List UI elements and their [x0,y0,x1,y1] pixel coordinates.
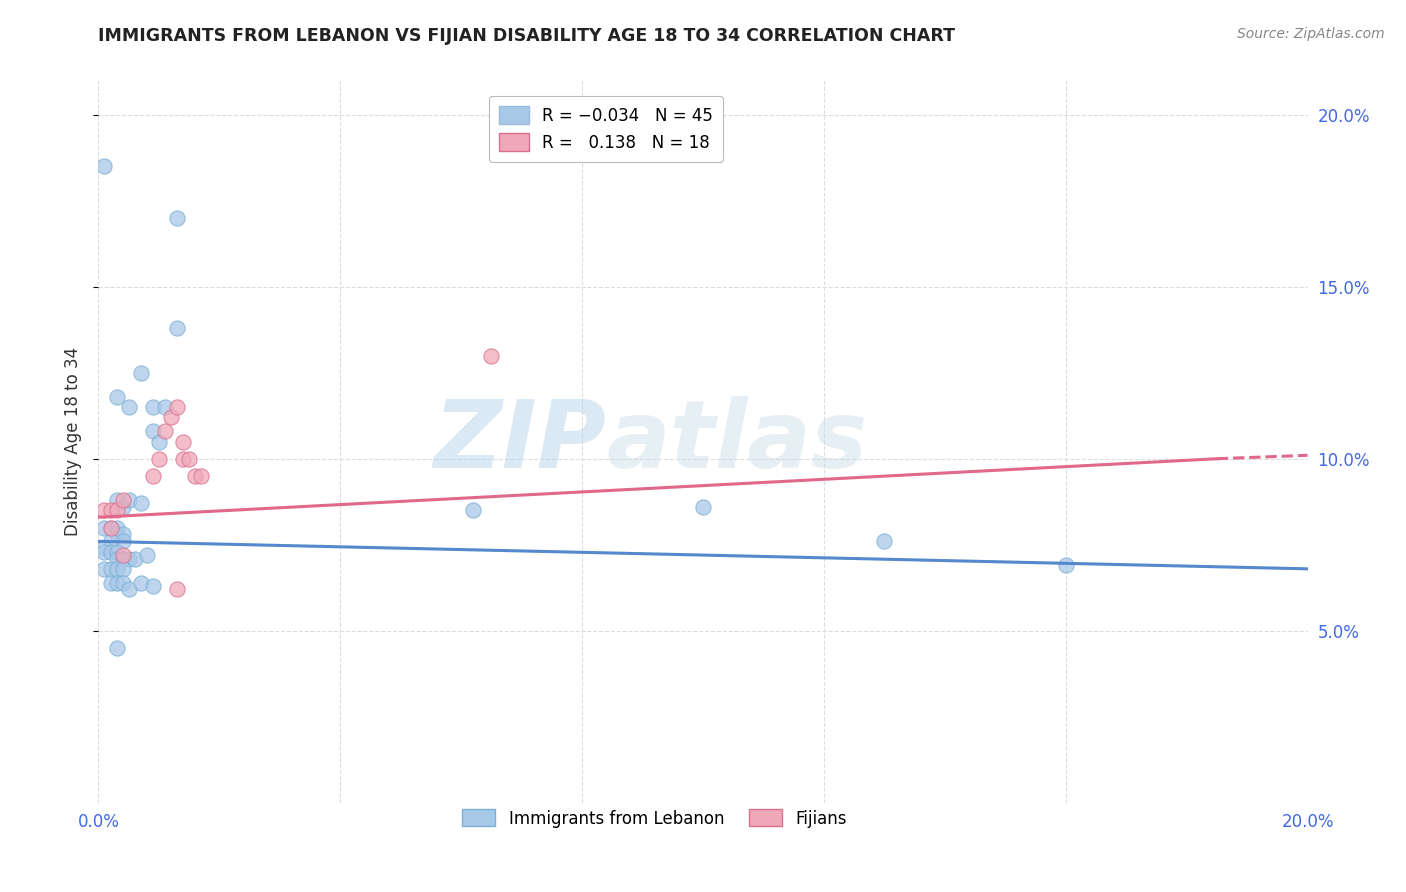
Point [111,493,134,508]
Point [148,451,170,466]
Point [172,434,194,449]
Point [142,400,165,414]
Point [135,548,157,562]
Point [93,544,115,558]
Point [111,575,134,590]
Point [111,551,134,566]
Legend: Immigrants from Lebanon, Fijians: Immigrants from Lebanon, Fijians [456,803,853,834]
Point [179,451,201,466]
Point [100,544,122,558]
Point [105,544,128,558]
Point [129,575,152,590]
Point [105,390,128,404]
Point [105,640,128,655]
Point [692,500,714,514]
Point [105,551,128,566]
Point [105,527,128,541]
Point [124,551,146,566]
Point [160,410,183,425]
Point [166,400,188,414]
Point [93,562,115,576]
Text: IMMIGRANTS FROM LEBANON VS FIJIAN DISABILITY AGE 18 TO 34 CORRELATION CHART: IMMIGRANTS FROM LEBANON VS FIJIAN DISABI… [98,27,956,45]
Point [118,582,141,597]
Point [118,551,141,566]
Point [118,493,141,508]
Point [100,575,122,590]
Point [111,527,134,541]
Point [100,520,122,534]
Point [1054,558,1077,573]
Point [153,424,176,438]
Point [105,493,128,508]
Point [93,541,115,556]
Y-axis label: Disability Age 18 to 34: Disability Age 18 to 34 [65,347,83,536]
Point [100,534,122,549]
Point [100,520,122,534]
Text: Source: ZipAtlas.com: Source: ZipAtlas.com [1237,27,1385,41]
Text: atlas: atlas [606,395,868,488]
Point [105,562,128,576]
Point [142,579,165,593]
Point [93,159,115,173]
Point [105,575,128,590]
Point [93,520,115,534]
Point [111,562,134,576]
Point [100,503,122,517]
Point [93,503,115,517]
Point [142,469,165,483]
Point [463,503,485,517]
Point [105,503,128,517]
Point [873,534,896,549]
Point [129,366,152,380]
Point [148,434,170,449]
Point [184,469,207,483]
Point [166,211,188,225]
Point [166,321,188,335]
Point [105,520,128,534]
Point [190,469,212,483]
Text: ZIP: ZIP [433,395,606,488]
Point [100,562,122,576]
Point [118,400,141,414]
Point [111,500,134,514]
Point [153,400,176,414]
Point [142,424,165,438]
Point [172,451,194,466]
Point [129,496,152,510]
Point [111,534,134,549]
Point [111,548,134,562]
Point [166,582,188,597]
Point [481,349,503,363]
